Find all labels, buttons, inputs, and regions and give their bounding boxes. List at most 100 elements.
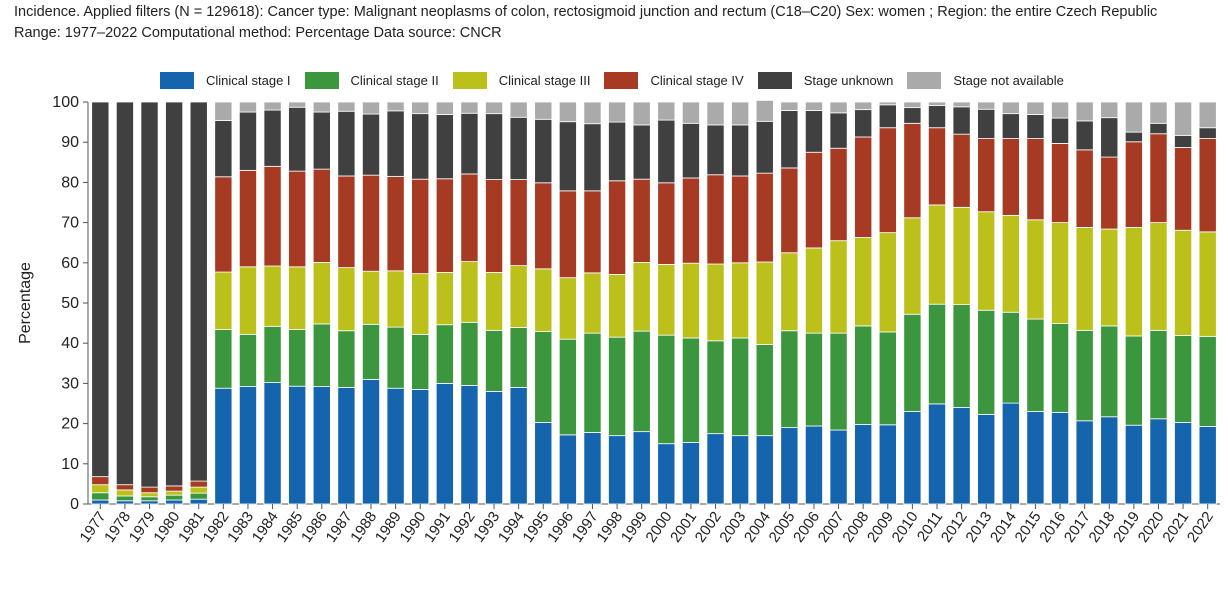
bar-segment	[1174, 421, 1193, 505]
bar-segment	[583, 123, 602, 192]
bar-segment	[1075, 329, 1094, 422]
bar-segment	[903, 101, 922, 109]
bar-segment	[411, 113, 430, 180]
bar-segment	[1198, 127, 1217, 139]
bar-segment	[485, 113, 504, 180]
bar-segment	[1124, 335, 1143, 426]
bar-segment	[1026, 138, 1045, 221]
x-tick-label: 2000	[643, 509, 676, 546]
bar-segment	[1051, 323, 1070, 413]
bar-segment	[804, 247, 823, 334]
bar-segment	[91, 101, 110, 478]
legend-item[interactable]: Clinical stage I	[160, 72, 291, 89]
x-tick-label: 1983	[224, 509, 257, 546]
chart-header: Incidence. Applied filters (N = 129618):…	[14, 2, 1214, 44]
bar-segment	[927, 403, 947, 505]
bar-segment	[1174, 335, 1193, 423]
bar-segment	[1075, 101, 1094, 122]
x-tick-label: 2006	[790, 509, 823, 546]
bar-segment	[1001, 214, 1020, 313]
bar-segment	[903, 217, 922, 315]
bar-segment	[1026, 101, 1045, 115]
bar-segment	[509, 387, 528, 505]
x-tick-label: 2004	[741, 509, 774, 546]
x-tick-label: 2022	[1184, 509, 1217, 546]
bar-segment	[755, 99, 774, 122]
legend-item[interactable]: Clinical stage II	[304, 72, 439, 89]
bar-segment	[608, 435, 627, 505]
bar-segment	[731, 435, 750, 505]
legend-label: Stage not available	[953, 73, 1064, 88]
bar-segment	[632, 330, 651, 433]
bar-segment	[1124, 424, 1143, 505]
bar-segment	[657, 119, 676, 184]
bar-segment	[337, 387, 356, 505]
bar-segment	[509, 327, 528, 388]
bar-segment	[238, 169, 257, 268]
x-tick-label: 2009	[864, 509, 897, 546]
bar-segment	[460, 173, 479, 262]
bar-segment	[755, 261, 774, 345]
bar-segment	[312, 168, 331, 263]
bar-segment	[386, 387, 405, 505]
bar-segment	[485, 272, 504, 331]
bar-segment	[460, 385, 479, 505]
x-tick-label: 1987	[323, 509, 356, 546]
bar-segment	[238, 333, 257, 388]
bar-segment	[1149, 122, 1168, 135]
x-tick-label: 1995	[519, 509, 552, 546]
x-tick-label: 2020	[1135, 509, 1168, 546]
bar-segment	[829, 240, 848, 334]
y-tick-label: 50	[61, 295, 79, 312]
bar-segment	[1100, 117, 1119, 158]
bar-segment	[1075, 420, 1094, 505]
bar-segment	[189, 498, 208, 505]
bar-segment	[829, 429, 848, 505]
bar-segment	[435, 272, 454, 326]
bar-segment	[238, 111, 257, 171]
bar-segment	[312, 386, 331, 505]
bar-segment	[1124, 131, 1143, 143]
bar-segment	[189, 480, 208, 488]
bar-segment	[165, 490, 184, 496]
filter-description: Incidence. Applied filters (N = 129618):…	[14, 4, 1158, 20]
bar-segment	[189, 486, 208, 494]
bar-segment	[509, 116, 528, 180]
legend-item[interactable]: Clinical stage IV	[604, 72, 744, 89]
bar-segment	[681, 262, 700, 339]
bar-segment	[583, 101, 602, 125]
y-tick-label: 30	[61, 375, 79, 392]
bar-segment	[238, 386, 257, 505]
bar-segment	[1149, 418, 1168, 505]
legend-swatch	[452, 72, 487, 89]
y-tick-label: 100	[52, 94, 79, 111]
bar-segment	[952, 133, 971, 208]
bar-segment	[977, 101, 996, 110]
bar-segment	[878, 331, 897, 426]
bar-segment	[878, 104, 897, 129]
bar-segment	[952, 101, 971, 108]
bar-segment	[91, 492, 110, 501]
bar-segment	[1075, 149, 1094, 228]
legend-item[interactable]: Clinical stage III	[452, 72, 590, 89]
bar-segment	[485, 391, 504, 505]
bar-segment	[854, 237, 873, 327]
bar-segment	[804, 425, 823, 505]
bar-segment	[780, 427, 799, 505]
bar-segment	[263, 165, 282, 267]
bar-segment	[312, 261, 331, 325]
bar-segment	[214, 329, 233, 389]
bar-segment	[165, 101, 184, 487]
bar-segment	[977, 211, 996, 311]
bar-segment	[1198, 138, 1217, 233]
bar-segment	[165, 499, 184, 505]
bar-segment	[1026, 318, 1045, 412]
bar-segment	[115, 101, 134, 486]
legend-label: Stage unknown	[803, 73, 894, 88]
legend-item[interactable]: Stage unknown	[757, 72, 894, 89]
legend-item[interactable]: Stage not available	[907, 72, 1064, 89]
bar-segment	[878, 232, 897, 333]
x-tick-label: 2021	[1159, 509, 1192, 546]
bar-segment	[361, 113, 381, 176]
bar-segment	[731, 262, 750, 339]
